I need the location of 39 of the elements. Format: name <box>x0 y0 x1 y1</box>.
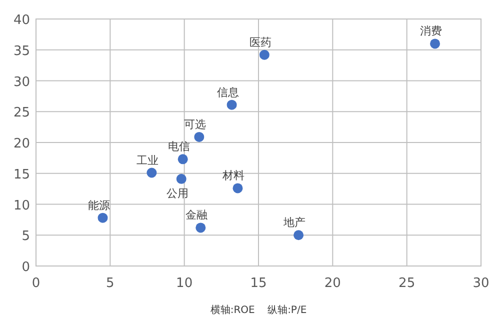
x-tick-label: 5 <box>106 276 114 291</box>
x-tick-label: 30 <box>472 276 490 291</box>
point <box>98 212 108 223</box>
x-tick-label: 10 <box>176 276 193 291</box>
y-tick-label: 15 <box>13 167 30 182</box>
y-tick-label: 30 <box>13 74 30 90</box>
y-tick-label: 35 <box>13 44 30 59</box>
series-label: 地产 <box>282 216 306 230</box>
point <box>178 154 188 164</box>
point <box>232 183 243 194</box>
x-tick-label: 20 <box>324 276 341 291</box>
series-label: 消费 <box>420 24 442 38</box>
y-tick-label: 20 <box>13 136 30 152</box>
series-label: 公用 <box>166 186 188 200</box>
series-label: 能源 <box>88 198 110 212</box>
point <box>146 168 157 178</box>
series-label: 医药 <box>249 36 272 49</box>
series-label: 材料 <box>222 169 245 182</box>
series-label: 信息 <box>216 86 239 99</box>
point <box>176 174 186 184</box>
point <box>259 50 270 60</box>
series-label: 可选 <box>184 118 206 131</box>
point <box>194 132 204 142</box>
series-label: 工业 <box>136 154 159 167</box>
series-label: 金融 <box>186 208 208 222</box>
series-label: 电信 <box>168 140 190 154</box>
y-tick-label: 40 <box>13 13 30 28</box>
y-tick-label: 5 <box>22 229 30 244</box>
point <box>294 230 304 240</box>
point <box>196 222 206 233</box>
point <box>226 100 237 110</box>
text: 横轴:ROE 纵轴:P/E <box>210 304 307 316</box>
point <box>430 38 440 49</box>
y-tick-label: 0 <box>22 260 30 275</box>
x-tick-label: 0 <box>32 276 40 291</box>
y-tick-label: 10 <box>13 198 30 214</box>
x-tick-label: 25 <box>398 276 416 291</box>
x-tick-label: 15 <box>250 276 267 291</box>
y-tick-label: 25 <box>13 106 30 121</box>
